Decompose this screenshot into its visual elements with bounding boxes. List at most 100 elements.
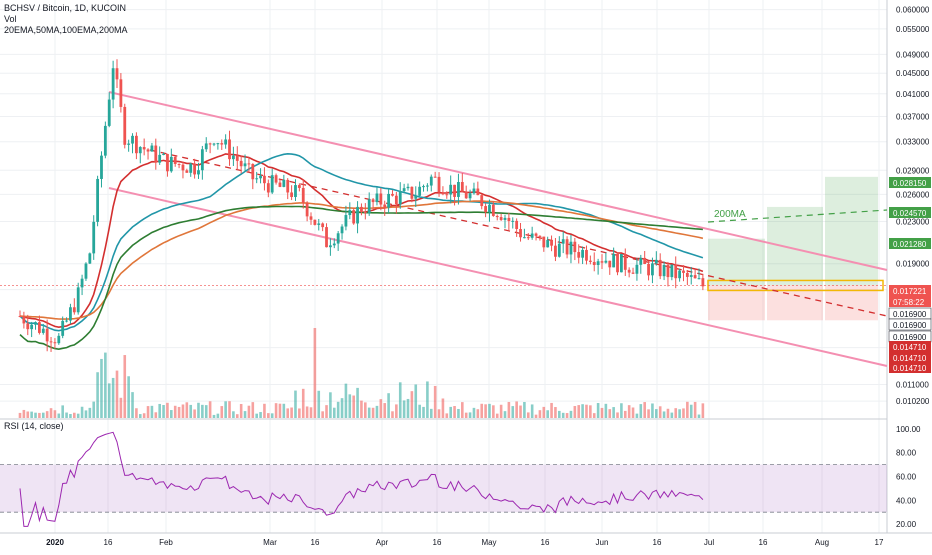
price-tick-label: 0.011000 [896,380,929,389]
candle-body [212,143,216,145]
volume-bar [263,403,266,418]
volume-bar [581,404,584,418]
price-tick-label: 0.060000 [896,6,930,15]
price-badge-bg [889,362,931,373]
volume-bar [170,410,173,418]
volume-bar [352,395,355,418]
candle [282,174,286,188]
candle [65,317,68,323]
rsi-title[interactable]: RSI (14, close) [4,421,64,431]
candle-body [689,275,693,277]
candle [453,184,456,206]
volume-bar [433,385,437,418]
candle [61,316,65,339]
volume-bar [476,409,480,418]
volume-bar [577,405,581,418]
candle-body [197,170,200,175]
channel-upper [108,91,888,271]
candle [301,179,305,209]
candle [472,182,476,195]
candle-body [336,233,340,244]
chart-legend: BCHSV / Bitcoin, 1D, KUCOIN Vol 20EMA,50… [4,3,128,36]
volume-bar [674,408,678,418]
candle-body [670,264,674,278]
candle [57,333,61,345]
candle [173,156,177,167]
volume-bar [542,406,546,418]
candle [457,173,460,205]
candle [596,258,600,275]
candle [573,237,577,261]
candle-body [468,193,472,199]
price-tick-label: 0.037000 [896,112,930,121]
time-tick-label: Jul [704,538,714,547]
volume-bar [69,414,72,418]
candle-body [647,263,650,276]
symbol-title[interactable]: BCHSV / Bitcoin, 1D, KUCOIN [4,3,127,13]
candle-body [620,254,623,273]
price-badge: 0.016900 [888,318,932,331]
candle [550,235,553,252]
candle-body [146,149,150,152]
candle-body [639,257,643,265]
volume-bar [651,403,654,418]
price-badge-bg [888,318,932,331]
volume-legend[interactable]: Vol [4,14,17,24]
candle [22,311,26,329]
candle [604,252,608,264]
time-tick-label: 16 [653,538,662,547]
price-badge-label: 0.024570 [893,209,927,218]
candle [488,199,491,222]
volume-bar [329,392,332,418]
candle-body [45,328,49,342]
candle-body [286,179,290,193]
price-badge-label: 0.016900 [893,321,927,330]
ma-legend[interactable]: 20EMA,50MA,100EMA,200MA [4,25,128,35]
candle [259,168,262,184]
price-badge-label: 0.016900 [893,333,927,342]
candle-body [360,206,363,213]
price-badge: 0.024570 [889,207,931,218]
volume-bar [627,405,631,418]
volume-bar [49,408,53,418]
candle [394,191,398,214]
candle-body [472,188,476,194]
candle [26,314,30,336]
candle [336,230,340,251]
volume-bar [356,387,359,418]
volume-bar [515,401,518,418]
candle-body [643,257,647,264]
volume-bar [88,407,92,418]
candle-body [585,249,588,261]
candle [344,205,348,231]
candle-body [313,219,317,225]
volume-bar [158,403,161,418]
candle-body [119,79,123,107]
candle [647,260,650,281]
candle [585,245,588,265]
price-badge-label: 0.014710 [893,354,927,363]
candle-body [332,243,336,246]
volume-bar [224,401,227,418]
candle [600,254,604,270]
volume-bar [177,406,181,418]
volume-bar [313,328,317,418]
volume-bar [585,404,588,418]
candle [325,223,328,248]
candle-body [65,320,68,322]
volume-bar [166,402,169,418]
candle-body [658,259,662,277]
volume-bar [340,398,344,418]
candle [332,238,336,249]
time-tick-label: May [481,538,496,547]
volume-bar [123,355,127,418]
candle-body [41,328,45,333]
volume-bar [317,390,321,418]
rsi-line [19,431,704,527]
volume-bar [395,404,398,418]
candle [697,268,701,280]
candle-body [352,210,356,224]
price-tick-label: 0.033000 [896,138,930,147]
